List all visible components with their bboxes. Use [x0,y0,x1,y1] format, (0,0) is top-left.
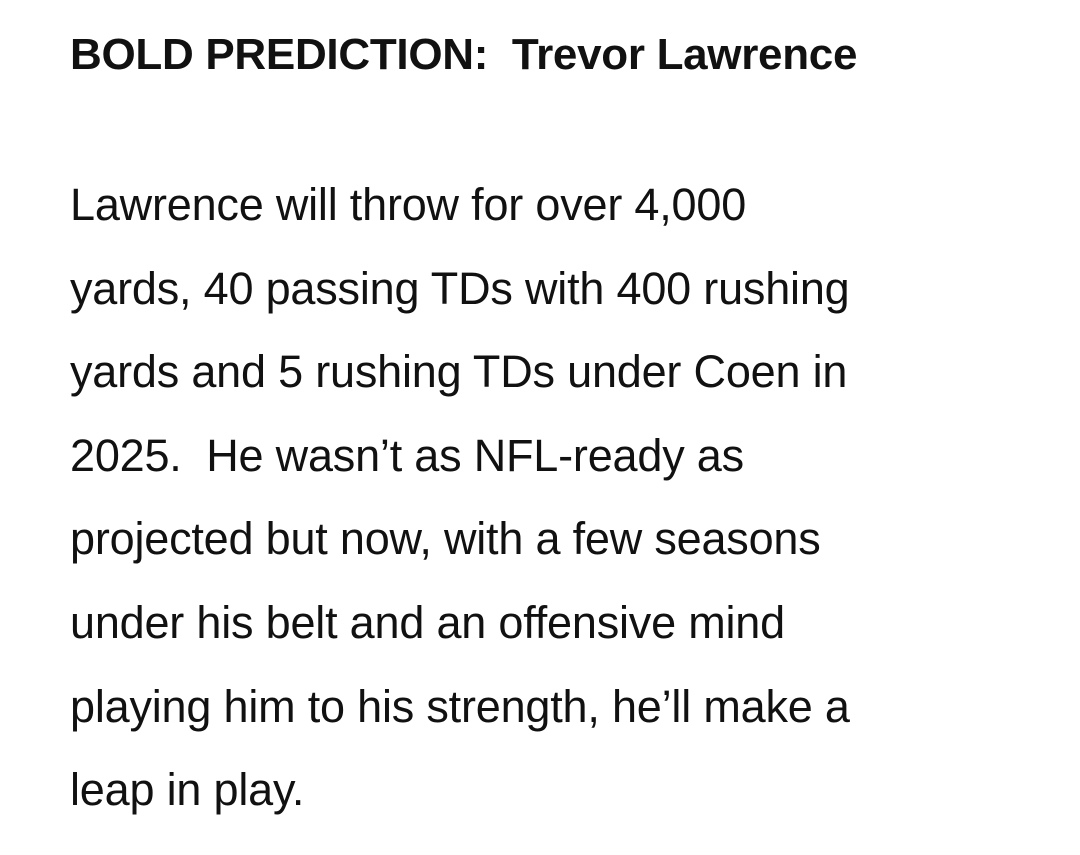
paragraph-line: yards, 40 passing TDs with 400 rushing [70,262,850,314]
paragraph-line: playing him to his strength, he’ll make … [70,680,850,732]
paragraph: Lawrence will throw for over 4,000 yards,… [70,163,850,832]
paragraph-line: leap in play. [70,764,305,816]
paragraph-line: 2025. He wasn’t as NFL-ready as [70,429,744,481]
heading: BOLD PREDICTION: Trevor Lawrence [70,30,858,79]
paragraph-line: under his belt and an offensive mind [70,596,785,648]
paragraph-line: projected but now, with a few seasons [70,513,821,565]
paragraph-line: yards and 5 rushing TDs under Coen in [70,346,848,398]
paragraph-line: Lawrence will throw for over 4,000 [70,179,747,230]
